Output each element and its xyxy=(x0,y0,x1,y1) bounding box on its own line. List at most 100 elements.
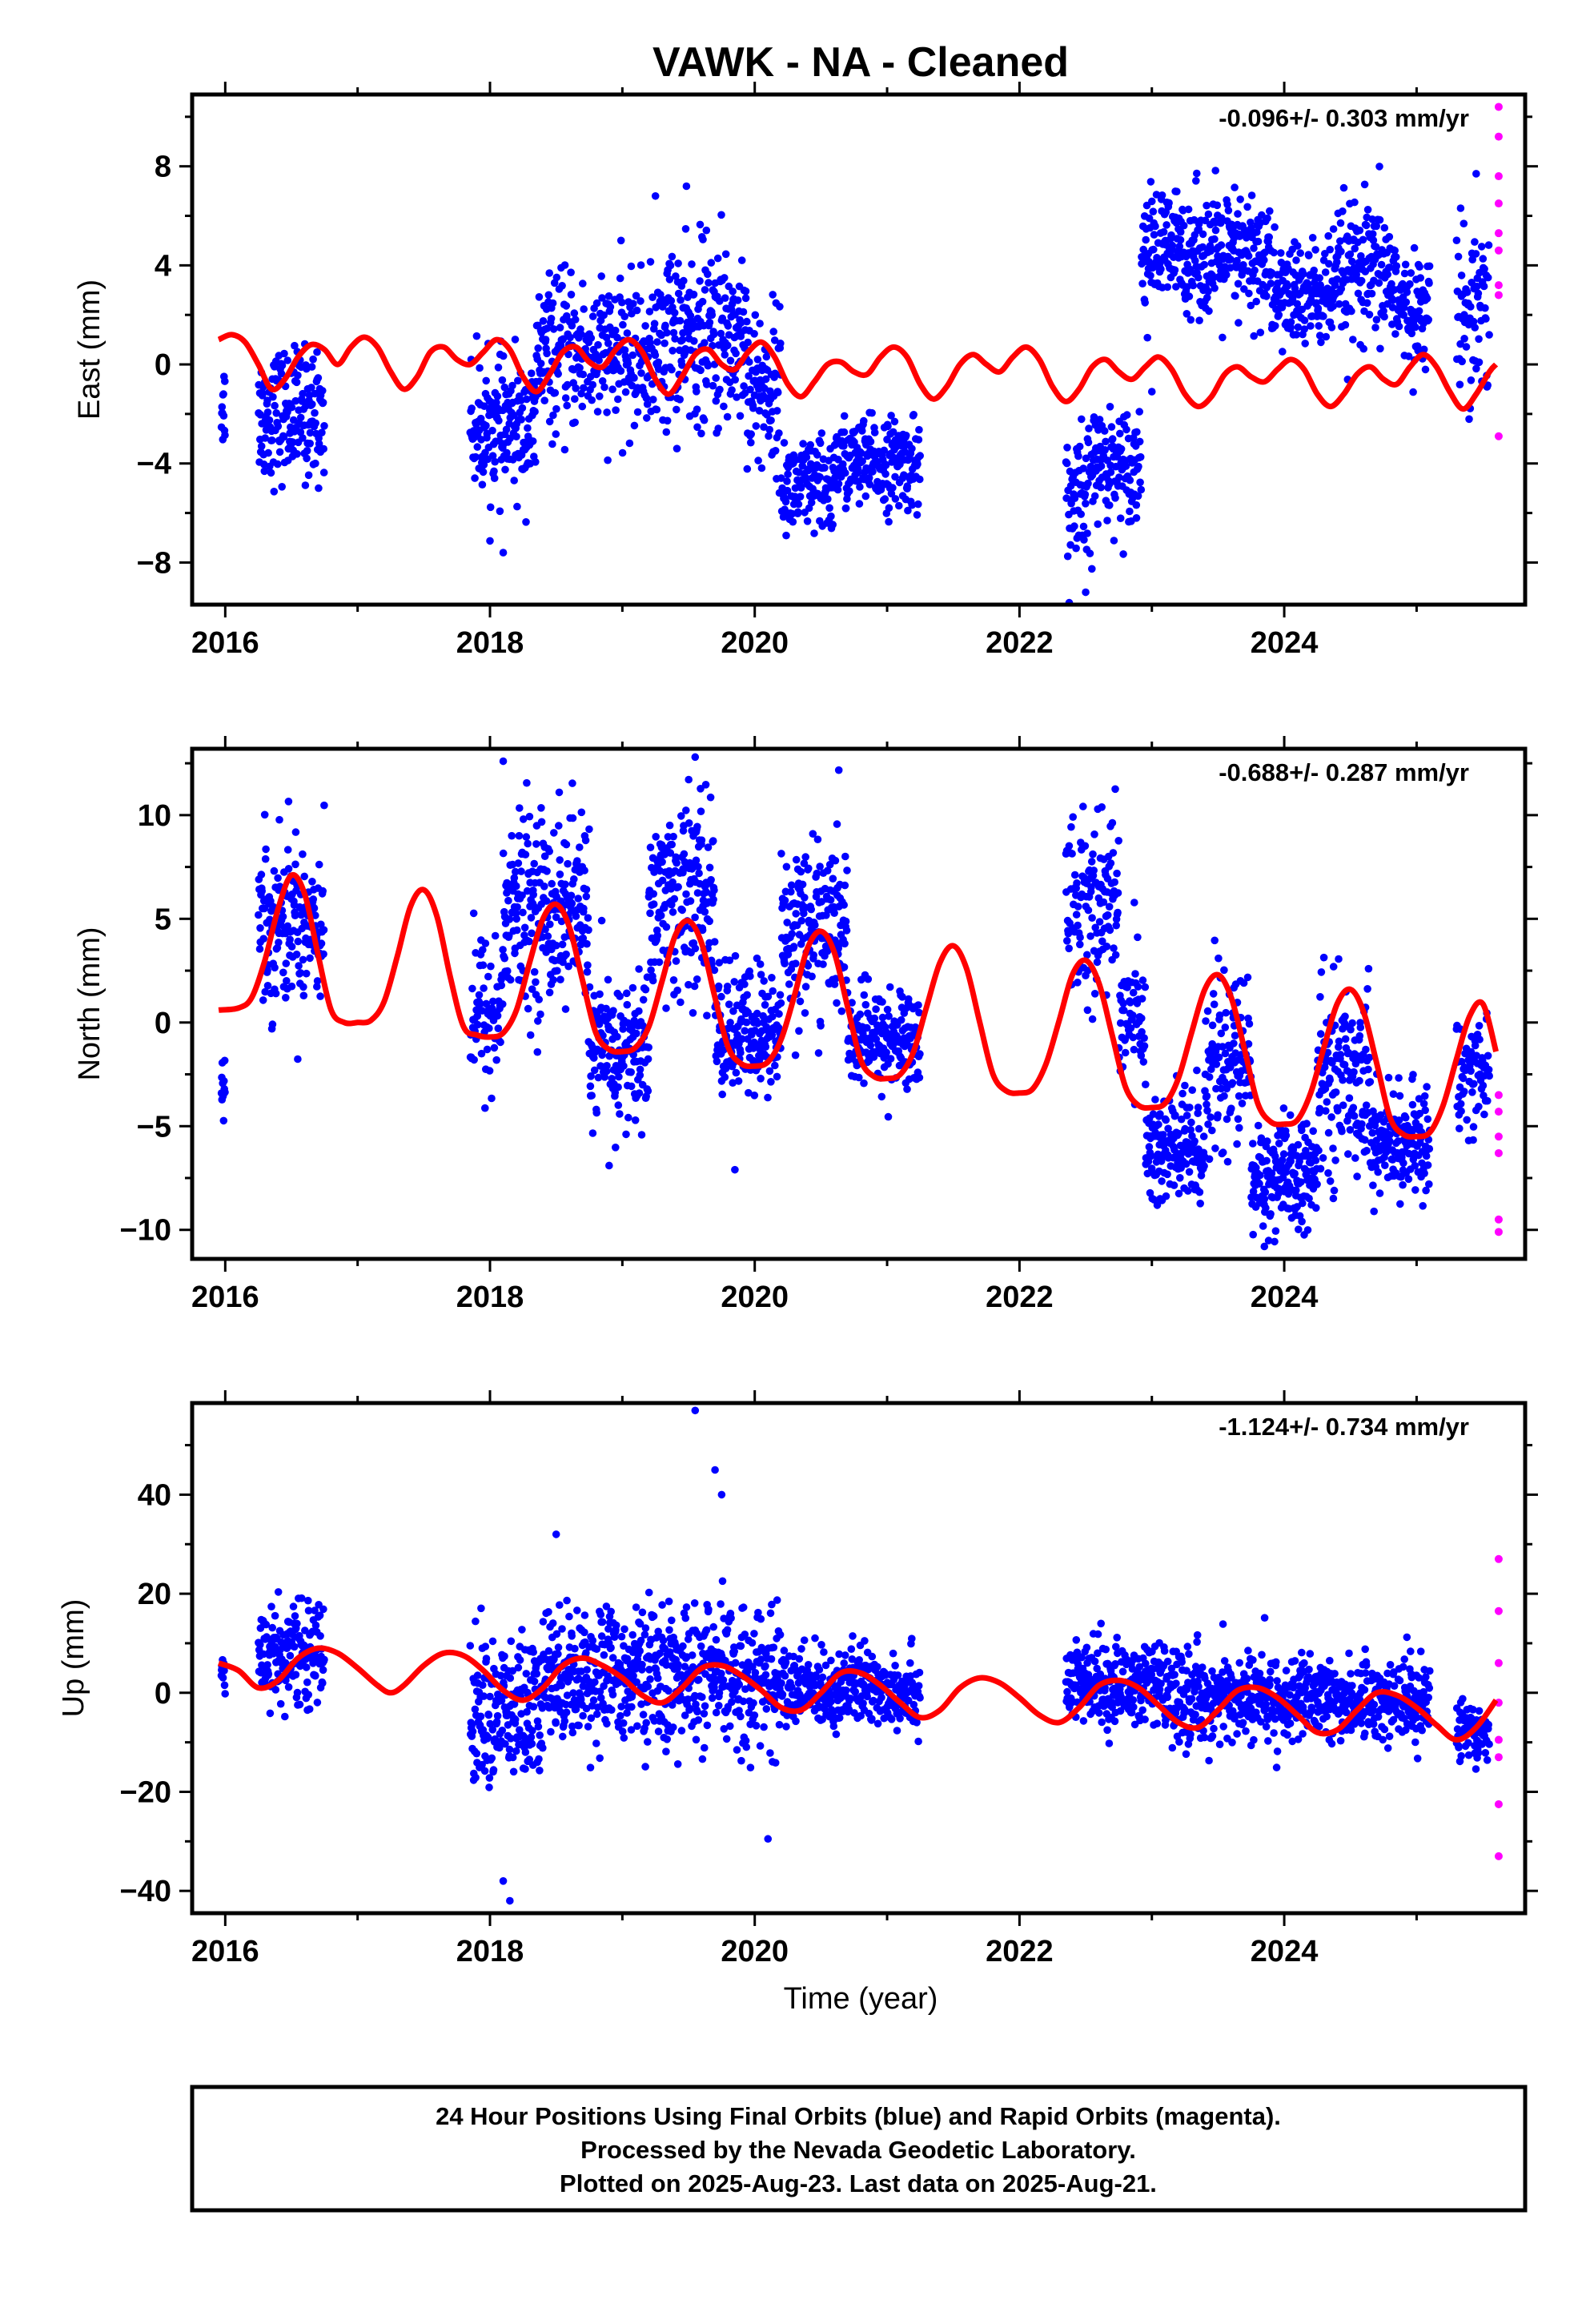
final-orbit-point xyxy=(697,807,705,815)
final-orbit-point xyxy=(275,815,283,824)
final-orbit-point xyxy=(721,250,730,259)
final-orbit-point xyxy=(1311,246,1319,254)
final-orbit-point xyxy=(283,922,292,931)
final-orbit-point xyxy=(1279,1150,1288,1158)
final-orbit-point xyxy=(1146,178,1155,186)
final-orbit-point xyxy=(1106,468,1115,476)
final-orbit-point xyxy=(795,1027,803,1035)
final-orbit-point xyxy=(855,1073,863,1082)
final-orbit-point xyxy=(1362,1101,1371,1109)
final-orbit-point xyxy=(723,983,732,991)
final-orbit-point xyxy=(512,915,520,923)
final-orbit-point xyxy=(678,906,686,915)
final-orbit-point xyxy=(558,940,567,949)
final-orbit-point xyxy=(1090,830,1098,838)
final-orbit-point xyxy=(1476,1035,1484,1043)
final-orbit-point xyxy=(468,404,476,412)
final-orbit-point xyxy=(1186,1104,1194,1112)
final-orbit-point xyxy=(1347,1025,1355,1034)
final-orbit-point xyxy=(286,1651,295,1660)
final-orbit-point xyxy=(1369,1181,1377,1189)
final-orbit-point xyxy=(704,843,713,851)
final-orbit-point xyxy=(869,468,877,476)
final-orbit-point xyxy=(1304,280,1312,288)
final-orbit-point xyxy=(797,867,805,876)
final-orbit-point xyxy=(1215,1053,1223,1062)
final-orbit-point xyxy=(291,341,299,350)
final-orbit-point xyxy=(1086,549,1094,557)
final-orbit-point xyxy=(1293,300,1302,308)
final-orbit-point xyxy=(1409,1071,1417,1079)
final-orbit-point xyxy=(535,293,544,301)
final-orbit-point xyxy=(1363,299,1371,308)
final-orbit-point xyxy=(689,1009,697,1017)
final-orbit-point xyxy=(598,294,606,302)
final-orbit-point xyxy=(682,182,691,191)
final-orbit-point xyxy=(1374,1168,1382,1176)
final-orbit-point xyxy=(764,992,773,1001)
y-tick-label: 20 xyxy=(138,1578,171,1611)
final-orbit-point xyxy=(1471,238,1479,246)
final-orbit-point xyxy=(603,1062,611,1070)
y-tick-label: −40 xyxy=(120,1875,171,1908)
final-orbit-point xyxy=(1108,435,1117,443)
final-orbit-point xyxy=(319,887,327,895)
final-orbit-point xyxy=(583,967,592,976)
final-orbit-point xyxy=(915,1073,924,1082)
data-points xyxy=(217,753,1503,1251)
final-orbit-point xyxy=(829,875,837,883)
final-orbit-point xyxy=(1147,388,1156,396)
final-orbit-point xyxy=(518,891,526,899)
final-orbit-point xyxy=(1296,249,1304,257)
final-orbit-point xyxy=(578,402,587,411)
final-orbit-point xyxy=(296,413,305,422)
final-orbit-point xyxy=(1346,250,1355,259)
final-orbit-point xyxy=(508,831,516,840)
final-orbit-point xyxy=(1141,983,1150,991)
final-orbit-point xyxy=(668,900,676,909)
final-orbit-point xyxy=(1218,214,1226,223)
final-orbit-point xyxy=(700,416,709,424)
final-orbit-point xyxy=(294,1055,302,1063)
chart-title: VAWK - NA - Cleaned xyxy=(652,39,1069,86)
final-orbit-point xyxy=(773,388,782,396)
final-orbit-point xyxy=(583,939,591,948)
final-orbit-point xyxy=(1075,442,1084,451)
final-orbit-point xyxy=(1469,1123,1478,1131)
final-orbit-point xyxy=(705,318,714,327)
final-orbit-point xyxy=(648,293,656,302)
final-orbit-point xyxy=(1396,1200,1404,1208)
final-orbit-point xyxy=(309,895,318,903)
final-orbit-point xyxy=(887,489,896,498)
final-orbit-point xyxy=(1344,1150,1352,1158)
final-orbit-point xyxy=(1351,1154,1359,1162)
final-orbit-point xyxy=(645,308,654,316)
final-orbit-point xyxy=(643,400,652,408)
final-orbit-point xyxy=(1094,520,1102,529)
final-orbit-point xyxy=(636,1071,644,1080)
final-orbit-point xyxy=(1468,255,1476,264)
final-orbit-point xyxy=(471,474,479,482)
final-orbit-point xyxy=(840,428,849,436)
final-orbit-point xyxy=(1114,889,1122,897)
final-orbit-point xyxy=(695,869,703,878)
final-orbit-point xyxy=(1425,262,1434,271)
final-orbit-point xyxy=(807,905,815,914)
final-orbit-point xyxy=(1288,295,1297,303)
final-orbit-point xyxy=(511,336,520,344)
final-orbit-point xyxy=(1255,1180,1263,1188)
final-orbit-point xyxy=(1227,263,1235,272)
y-axis-label: North (mm) xyxy=(73,927,106,1080)
final-orbit-point xyxy=(613,1032,621,1041)
final-orbit-point xyxy=(1243,973,1252,982)
final-orbit-point xyxy=(1069,813,1077,821)
final-orbit-point xyxy=(271,401,279,410)
final-orbit-point xyxy=(1203,1007,1212,1015)
final-orbit-point xyxy=(620,312,628,321)
final-orbit-point xyxy=(263,408,272,416)
final-orbit-point xyxy=(551,388,560,397)
final-orbit-point xyxy=(295,1700,304,1709)
final-orbit-point xyxy=(678,336,687,344)
final-orbit-point xyxy=(1116,429,1124,438)
final-orbit-point xyxy=(783,477,791,485)
